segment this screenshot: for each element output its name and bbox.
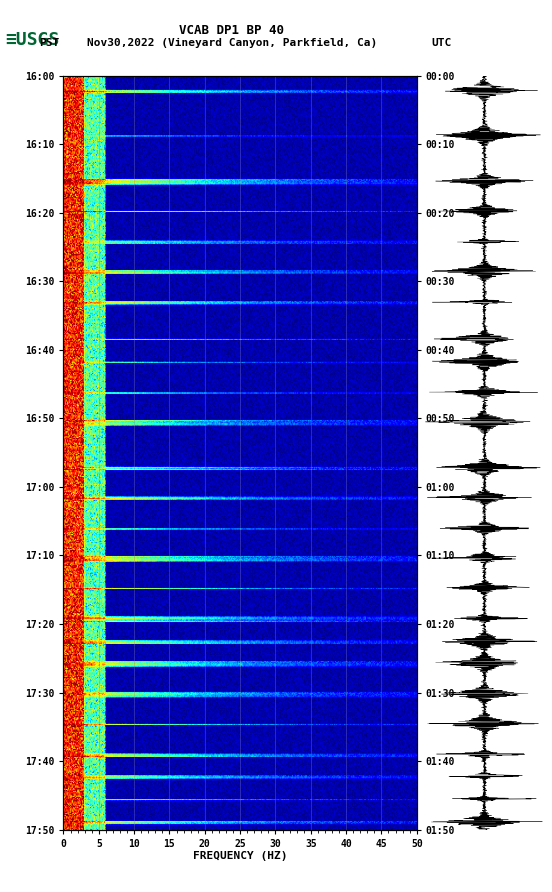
Text: Nov30,2022 (Vineyard Canyon, Parkfield, Ca): Nov30,2022 (Vineyard Canyon, Parkfield, … [87,38,377,48]
X-axis label: FREQUENCY (HZ): FREQUENCY (HZ) [193,851,288,862]
Text: ≡USGS: ≡USGS [6,31,60,49]
Text: PST: PST [39,38,59,48]
Text: UTC: UTC [432,38,452,48]
Text: VCAB DP1 BP 40: VCAB DP1 BP 40 [179,24,284,37]
